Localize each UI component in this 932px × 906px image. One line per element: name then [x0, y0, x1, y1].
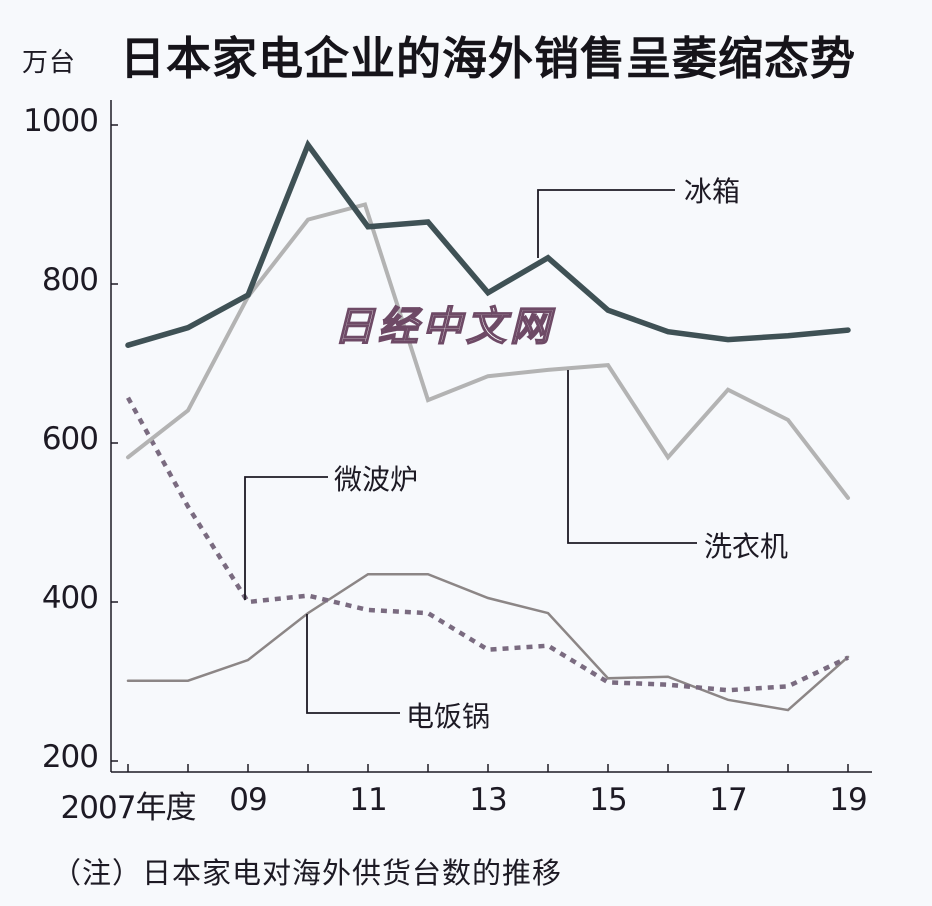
- x-tick-label: 17: [709, 782, 747, 818]
- series-label-microwave: 微波炉: [334, 463, 419, 496]
- rice-cooker-line: [126, 572, 850, 712]
- series-label-fridge: 冰箱: [684, 175, 741, 208]
- chart-title: 日本家电企业的海外销售呈萎缩态势: [120, 32, 857, 85]
- y-tick-label: 200: [41, 739, 99, 775]
- x-tick-label: 2007年度: [60, 790, 197, 826]
- y-tick-label: 1000: [23, 103, 99, 139]
- y-tick-label: 800: [41, 262, 99, 298]
- callout-connectors: [244, 189, 697, 714]
- fridge-line: [125, 139, 851, 348]
- fridge-callout-connector: [537, 189, 675, 258]
- series-lines: [125, 139, 851, 712]
- y-axis-unit-label: 万台: [22, 48, 77, 78]
- x-tick-label: 15: [589, 782, 627, 818]
- watermark: 日经中文网: [333, 303, 554, 351]
- washer-callout-connector: [567, 370, 697, 544]
- footnote: （注）日本家电对海外供货台数的推移: [52, 856, 563, 890]
- x-tick-label: 19: [829, 782, 867, 818]
- series-label-rice-cooker: 电饭锅: [406, 700, 491, 733]
- axes: [110, 100, 872, 773]
- x-tick-label: 11: [349, 782, 387, 818]
- series-label-washer: 洗衣机: [704, 530, 789, 563]
- x-tick-label: 13: [469, 782, 507, 818]
- y-tick-label: 400: [41, 580, 99, 616]
- microwave-callout-connector: [244, 476, 328, 600]
- y-tick-label: 600: [41, 421, 99, 457]
- x-tick-label: 09: [229, 782, 267, 818]
- rice-cooker-callout-connector: [306, 614, 400, 714]
